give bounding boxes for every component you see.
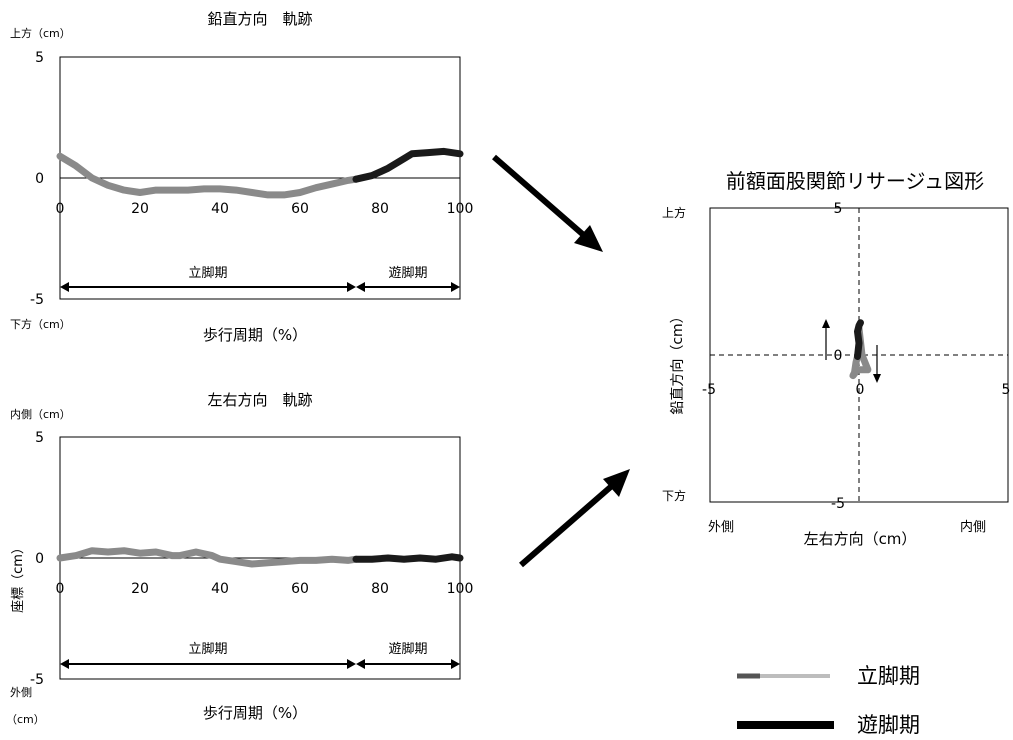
chart2-xtick-label: 100: [447, 581, 474, 597]
direction-arrows: [822, 319, 881, 383]
chart2-title: 左右方向 軌跡: [207, 391, 312, 409]
chart2-series-swing-line: [352, 553, 464, 563]
up-arrow-head: [822, 319, 830, 328]
chart1-xtick-label: 0: [56, 201, 65, 217]
arrow-lower-shaft: [519, 481, 616, 568]
chart2-phase-label: 遊脚期: [388, 641, 427, 657]
chart2-phase-arrowhead-left-0: [60, 659, 69, 669]
arrow-upper-head: [574, 225, 603, 252]
chart1-xtick-label: 20: [131, 201, 149, 217]
chart3-right-label: 内側: [960, 519, 986, 535]
chart3-xtick-label: 0: [856, 382, 865, 398]
chart1-ytick-label: 0: [35, 171, 44, 187]
chart1-ytick-label: 5: [35, 50, 44, 66]
chart3-xtick-label: -5: [702, 382, 716, 398]
lissajous-chart: 前額面股関節リサージュ図形 上方 下方 外側 内側 左右方向（cm） 鉛直方向（…: [662, 169, 1010, 548]
chart2-phase-label: 立脚期: [188, 641, 227, 657]
chart2-phase-arrowhead-left-1: [356, 659, 365, 669]
chart2-top-label: 内側（cm）: [10, 407, 71, 421]
chart2-ytick-label: 5: [35, 430, 44, 446]
chart1-xtick-label: 100: [447, 201, 474, 217]
chart2-xtick-label: 20: [131, 581, 149, 597]
chart1-phase-arrowhead-right-1: [451, 282, 460, 292]
chart1-phase-arrowhead-left-0: [60, 282, 69, 292]
chart2-ytick-label: -5: [30, 672, 44, 688]
chart1-title: 鉛直方向 軌跡: [207, 10, 312, 28]
legend-swing-label: 遊脚期: [857, 713, 920, 737]
chart3-top-label: 上方: [662, 205, 686, 220]
vertical-trajectory-chart: 鉛直方向 軌跡 上方（cm） 下方（cm） 50-5 0 20 40 60 80 100 …: [10, 10, 473, 344]
chart1-series-stance-line: [56, 152, 360, 199]
chart1-ytick-label: -5: [30, 292, 44, 308]
chart3-title: 前額面股関節リサージュ図形: [726, 169, 984, 193]
chart2-phase-arrowhead-right-1: [451, 659, 460, 669]
chart1-phase-arrowhead-right-0: [347, 282, 356, 292]
chart3-bottom-label: 下方: [662, 488, 686, 503]
transition-arrows: [492, 154, 630, 568]
chart3-xlabel: 左右方向（cm）: [804, 530, 917, 548]
chart3-left-label: 外側: [708, 520, 734, 535]
legend: 立脚期 遊脚期: [737, 664, 920, 737]
chart1-xlabel: 歩行周期（%）: [203, 326, 307, 344]
chart1-top-label: 上方（cm）: [10, 26, 71, 40]
chart3-ytick-label: 5: [834, 201, 843, 217]
chart2-bottom-label: 外側: [10, 686, 32, 699]
chart3-series-stance-trace: [849, 325, 872, 380]
chart1-xtick-label: 60: [291, 201, 309, 217]
chart1-bottom-label: 下方（cm）: [10, 317, 71, 331]
chart3-xtick-label: 5: [1002, 382, 1011, 398]
chart1-phase-arrowhead-left-1: [356, 282, 365, 292]
arrow-upper-shaft: [492, 154, 589, 241]
chart2-ylabel: 座標（cm）: [11, 541, 26, 613]
chart2-xtick-label: 60: [291, 581, 309, 597]
chart3-ytick-label: -5: [831, 496, 845, 512]
chart2-series-stance-line: [56, 547, 360, 568]
arrow-lower-head: [603, 469, 630, 497]
chart1-phase-label: 遊脚期: [388, 265, 427, 281]
chart3-ylabel: 鉛直方向（cm）: [669, 309, 686, 414]
chart1-xtick-label: 80: [371, 201, 389, 217]
chart2-xtick-label: 40: [211, 581, 229, 597]
down-arrow-head: [873, 374, 881, 383]
chart3-ytick-label: 0: [834, 348, 843, 364]
lateral-trajectory-chart: 左右方向 軌跡 内側（cm） 外側 （cm） 座標（cm） 5 0 -5 0 20 40…: [6, 391, 473, 726]
chart3-series-swing-trace: [854, 319, 864, 360]
chart2-xlabel: 歩行周期（%）: [203, 704, 307, 722]
legend-stance-label: 立脚期: [857, 664, 920, 688]
chart2-ytick-label: 0: [35, 551, 44, 567]
chart1-phase-label: 立脚期: [188, 265, 227, 281]
chart1-xtick-label: 40: [211, 201, 229, 217]
chart2-xtick-label: 80: [371, 581, 389, 597]
chart2-phase-arrowhead-right-0: [347, 659, 356, 669]
chart1-series-swing-line: [352, 147, 464, 183]
chart2-xtick-label: 0: [56, 581, 65, 597]
chart2-bottom-unit: （cm）: [6, 713, 45, 726]
